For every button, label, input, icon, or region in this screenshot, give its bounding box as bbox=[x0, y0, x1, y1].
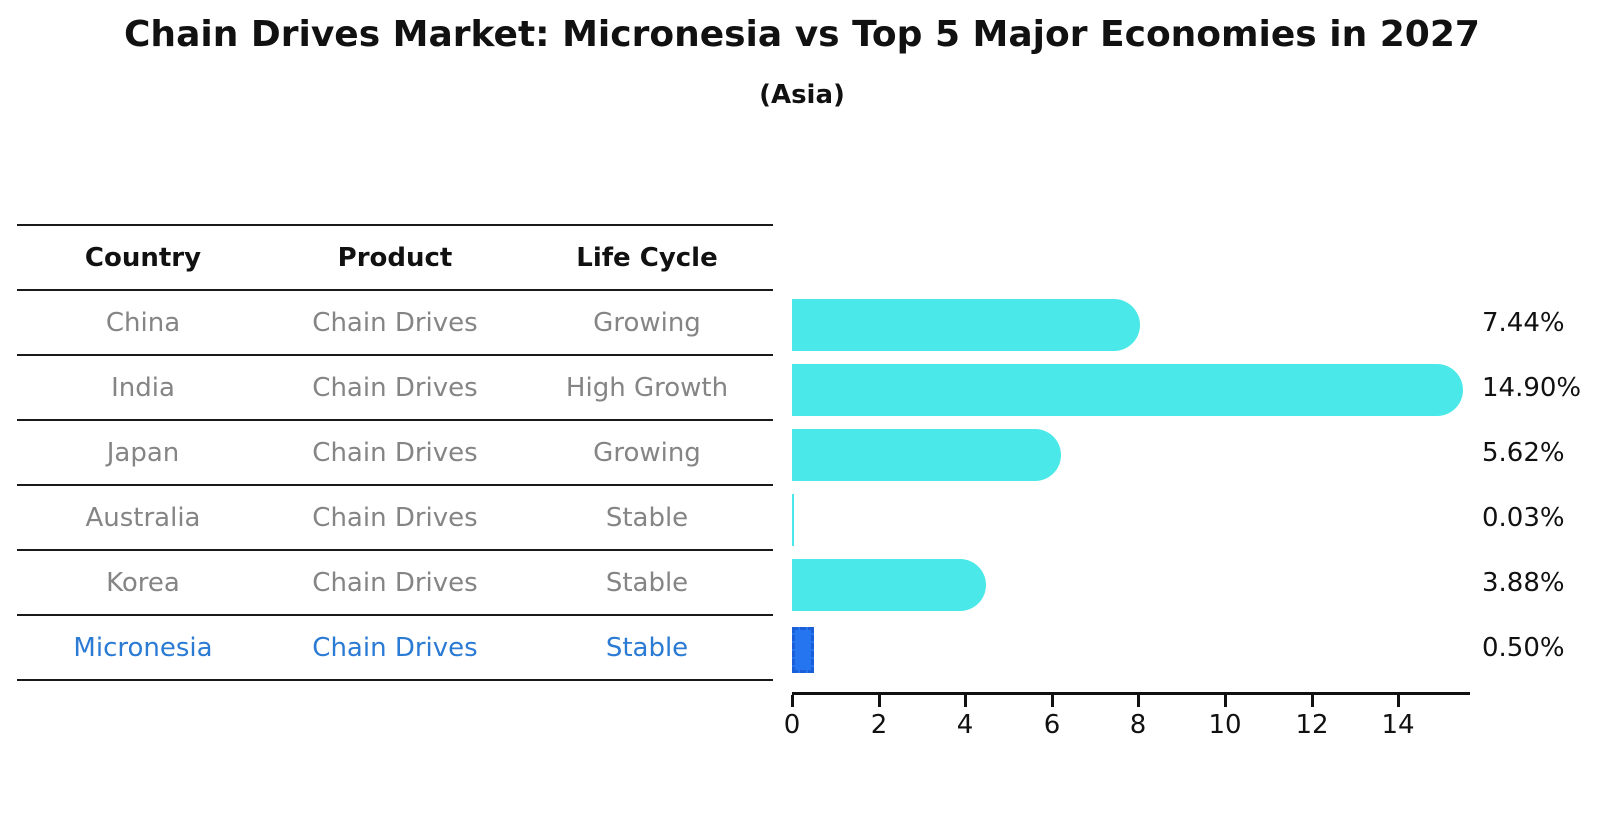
cell-country: Australia bbox=[85, 502, 201, 533]
bar-china bbox=[792, 299, 1140, 351]
cell-country: Micronesia bbox=[73, 632, 213, 663]
x-axis-tick-8 bbox=[1137, 695, 1140, 707]
table-body: China Chain Drives Growing India Chain Drive… bbox=[17, 291, 773, 681]
value-label-india: 14.90% bbox=[1482, 373, 1582, 403]
x-axis-tick-10 bbox=[1224, 695, 1227, 707]
table-row-japan: Japan Chain Drives Growing bbox=[17, 421, 773, 486]
table-row-australia: Australia Chain Drives Stable bbox=[17, 486, 773, 551]
cell-country: India bbox=[111, 372, 175, 403]
chart-title: Chain Drives Market: Micronesia vs Top 5… bbox=[124, 14, 1480, 55]
value-label-australia: 0.03% bbox=[1482, 503, 1565, 533]
table-row-korea: Korea Chain Drives Stable bbox=[17, 551, 773, 616]
x-axis-tick-label-6: 6 bbox=[1043, 710, 1061, 740]
table-row-micronesia: Micronesia Chain Drives Stable bbox=[17, 616, 773, 681]
cell-life-cycle: Stable bbox=[605, 502, 689, 533]
cell-product: Chain Drives bbox=[312, 372, 478, 403]
x-axis-tick-6 bbox=[1051, 695, 1054, 707]
cell-country: Korea bbox=[106, 567, 180, 598]
cell-product: Chain Drives bbox=[312, 307, 478, 338]
cell-product: Chain Drives bbox=[312, 502, 478, 533]
country-table: Country Product Life Cycle China Chain Dr… bbox=[17, 224, 773, 681]
column-header-life-cycle: Life Cycle bbox=[576, 242, 718, 273]
x-axis-line bbox=[792, 692, 1470, 695]
bar-india bbox=[792, 364, 1463, 416]
x-axis-tick-2 bbox=[878, 695, 881, 707]
bar-korea bbox=[792, 559, 986, 611]
bar-micronesia bbox=[792, 627, 814, 673]
x-axis-tick-label-10: 10 bbox=[1208, 710, 1242, 740]
value-label-japan: 5.62% bbox=[1482, 438, 1565, 468]
value-label-china: 7.44% bbox=[1482, 308, 1565, 338]
value-label-micronesia: 0.50% bbox=[1482, 633, 1565, 663]
cell-product: Chain Drives bbox=[312, 437, 478, 468]
column-header-product: Product bbox=[337, 242, 453, 273]
cell-country: Japan bbox=[106, 437, 180, 468]
bar-japan bbox=[792, 429, 1061, 481]
column-header-country: Country bbox=[84, 242, 202, 273]
table-header-row: Country Product Life Cycle bbox=[17, 226, 773, 291]
x-axis-tick-label-14: 14 bbox=[1381, 710, 1415, 740]
table-row-india: India Chain Drives High Growth bbox=[17, 356, 773, 421]
cell-life-cycle: Growing bbox=[593, 307, 701, 338]
cell-country: China bbox=[105, 307, 181, 338]
cell-life-cycle: Growing bbox=[593, 437, 701, 468]
x-axis-tick-label-8: 8 bbox=[1129, 710, 1147, 740]
table-row-china: China Chain Drives Growing bbox=[17, 291, 773, 356]
x-axis-tick-4 bbox=[964, 695, 967, 707]
x-axis-tick-label-12: 12 bbox=[1295, 710, 1329, 740]
x-axis-tick-label-0: 0 bbox=[783, 710, 801, 740]
x-axis-tick-label-4: 4 bbox=[956, 710, 974, 740]
cell-life-cycle: Stable bbox=[605, 632, 689, 663]
x-axis-tick-0 bbox=[791, 695, 794, 707]
cell-product: Chain Drives bbox=[312, 632, 478, 663]
cell-life-cycle: Stable bbox=[605, 567, 689, 598]
x-axis-tick-12 bbox=[1311, 695, 1314, 707]
cell-life-cycle: High Growth bbox=[565, 372, 729, 403]
value-label-korea: 3.88% bbox=[1482, 568, 1565, 598]
chart-subtitle: (Asia) bbox=[759, 80, 845, 110]
x-axis-tick-label-2: 2 bbox=[870, 710, 888, 740]
x-axis-tick-14 bbox=[1397, 695, 1400, 707]
bar-australia bbox=[792, 494, 794, 546]
cell-product: Chain Drives bbox=[312, 567, 478, 598]
